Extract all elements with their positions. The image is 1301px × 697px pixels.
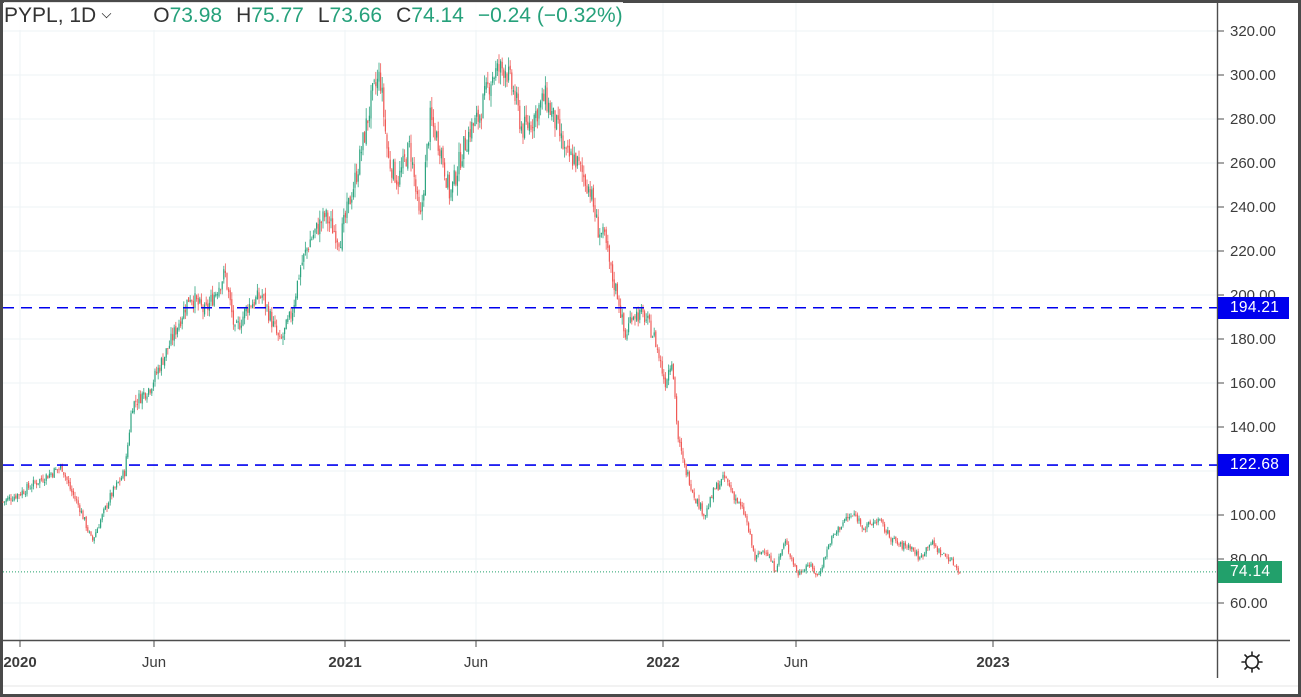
chart-frame xyxy=(3,3,1298,694)
price-tick: 240.00 xyxy=(1230,199,1276,216)
high-value: 75.77 xyxy=(251,4,304,27)
price-tick: 280.00 xyxy=(1230,111,1276,128)
gear-icon[interactable] xyxy=(1240,650,1264,674)
price-tick: 180.00 xyxy=(1230,331,1276,348)
time-tick: Jun xyxy=(142,654,166,671)
time-tick: 2021 xyxy=(328,654,361,671)
ohlc-values: O73.98 H75.77 L73.66 C74.14 −0.24 (−0.32%) xyxy=(153,4,622,28)
price-tick: 100.00 xyxy=(1230,507,1276,524)
last-price-tag[interactable]: 74.14 xyxy=(1218,560,1282,583)
price-tick: 160.00 xyxy=(1230,375,1276,392)
price-tick: 60.00 xyxy=(1230,595,1268,612)
close-value: 74.14 xyxy=(411,4,464,27)
level-price-tag-1[interactable]: 122.68 xyxy=(1218,454,1289,477)
price-axis[interactable]: 320.00300.00280.00260.00240.00220.00200.… xyxy=(1218,23,1276,612)
open-value: 73.98 xyxy=(169,4,223,27)
time-tick: 2020 xyxy=(3,654,36,671)
level-price-tag-0[interactable]: 194.21 xyxy=(1218,296,1289,319)
change-value: −0.24 (−0.32%) xyxy=(477,4,623,27)
price-tick: 140.00 xyxy=(1230,419,1276,436)
open-label: O xyxy=(153,4,170,27)
time-axis[interactable]: 2020 Jun 2021 Jun 2022 Jun 2023 xyxy=(3,641,1010,671)
close-label: C xyxy=(396,4,412,27)
time-tick: 2023 xyxy=(976,654,1009,671)
price-tick: 260.00 xyxy=(1230,155,1276,172)
price-tick: 300.00 xyxy=(1230,67,1276,84)
chevron-down-icon[interactable] xyxy=(101,8,112,18)
low-label: L xyxy=(317,4,330,27)
candles xyxy=(2,54,961,578)
time-tick: Jun xyxy=(784,654,808,671)
low-value: 73.66 xyxy=(329,4,383,27)
legend-bar: PYPL, 1D O73.98 H75.77 L73.66 C74.14 −0.24 (… xyxy=(4,2,623,30)
grid xyxy=(3,3,1217,640)
time-tick: 2022 xyxy=(646,654,679,671)
high-label: H xyxy=(236,4,252,27)
price-tick: 220.00 xyxy=(1230,243,1276,260)
price-tick: 320.00 xyxy=(1230,23,1276,40)
time-tick: Jun xyxy=(464,654,488,671)
symbol-interval[interactable]: PYPL, 1D xyxy=(4,4,97,27)
